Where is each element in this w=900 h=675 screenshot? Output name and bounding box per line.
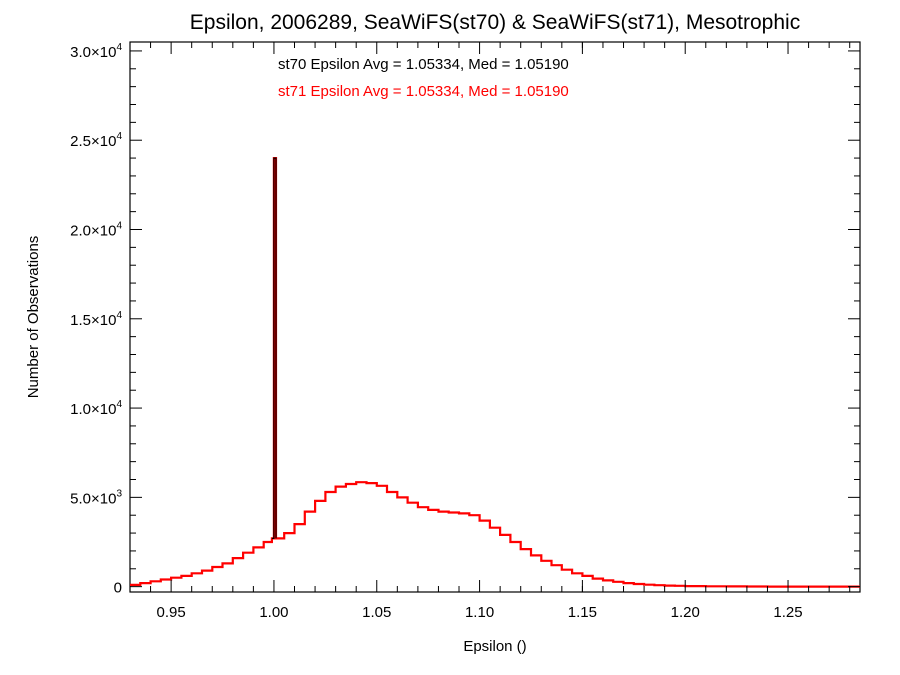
chart-title: Epsilon, 2006289, SeaWiFS(st70) & SeaWiF… [190,11,800,34]
x-tick-label-4: 1.15 [568,604,597,621]
y-tick-label-5: 2.5×104 [70,131,122,150]
x-tick-label-3: 1.10 [465,604,494,621]
y-tick-label-1: 5.0×103 [70,488,122,507]
y-tick-label-6: 3.0×104 [70,42,122,61]
x-tick-label-6: 1.25 [773,604,802,621]
series-layer [130,157,860,588]
y-tick-label-4: 2.0×104 [70,221,122,240]
plot-frame [129,41,861,593]
annotation-st70: st70 Epsilon Avg = 1.05334, Med = 1.0519… [278,56,569,73]
annotation-st71: st71 Epsilon Avg = 1.05334, Med = 1.0519… [278,83,569,100]
y-tick-label-2: 1.0×104 [70,399,122,418]
plot-area [129,41,861,593]
x-tick-label-5: 1.20 [671,604,700,621]
y-tick-label-0: 0 [114,580,122,597]
y-axis-label: Number of Observations [25,236,42,399]
y-tick-labels: 0 5.0×103 1.0×104 1.5×104 2.0×104 2.5×104 3.0×… [70,42,122,597]
series-line-1 [271,157,277,539]
x-tick-label-2: 1.05 [362,604,391,621]
x-axis-label: Epsilon () [463,638,526,655]
x-tick-label-0: 0.95 [157,604,186,621]
x-tick-labels: 0.95 1.00 1.05 1.10 1.15 1.20 1.25 [157,604,803,621]
y-tick-label-3: 1.5×104 [70,310,122,329]
series-line-0 [130,157,860,588]
ticks-layer [129,42,860,592]
x-tick-label-1: 1.00 [259,604,288,621]
